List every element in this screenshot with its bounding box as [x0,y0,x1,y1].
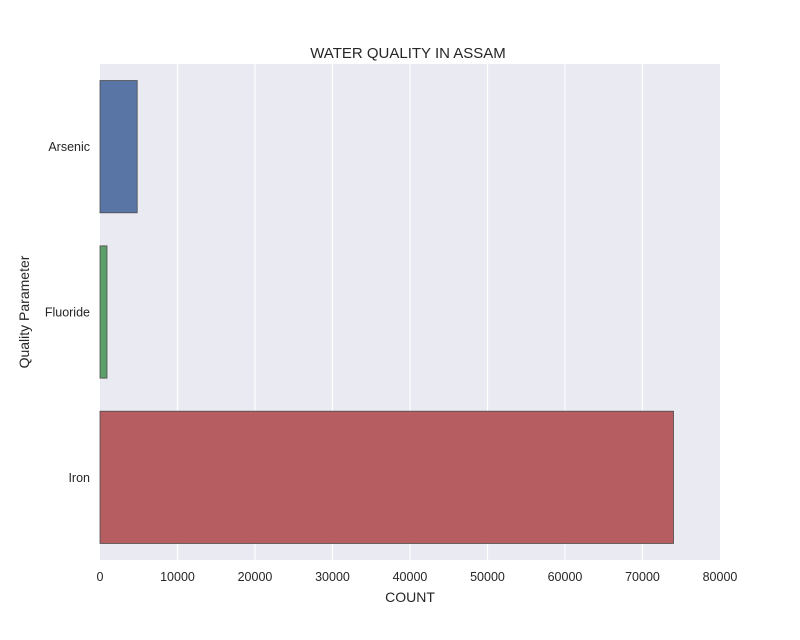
x-tick-label: 50000 [470,570,505,584]
x-tick-label: 70000 [625,570,660,584]
y-tick-label: Iron [68,471,90,485]
x-axis-label: COUNT [385,589,435,605]
bar-iron [99,410,674,544]
bar-fluoride [99,245,108,379]
x-tick-label: 0 [97,570,104,584]
x-tick-label: 10000 [160,570,195,584]
bar-arsenic [99,80,138,214]
y-tick-labels: Arsenic Fluoride Iron [45,140,90,485]
y-tick-label: Fluoride [45,306,90,320]
y-tick-label: Arsenic [48,140,90,154]
x-tick-label: 20000 [238,570,273,584]
x-tick-label: 80000 [703,570,738,584]
x-tick-label: 40000 [393,570,428,584]
x-tick-label: 60000 [548,570,583,584]
y-axis-label: Quality Parameter [16,255,32,368]
x-tick-label: 30000 [315,570,350,584]
x-tick-labels: 0 10000 20000 30000 40000 50000 60000 70000 8000… [97,570,738,584]
chart-title: WATER QUALITY IN ASSAM [310,45,506,62]
bars [99,80,674,544]
